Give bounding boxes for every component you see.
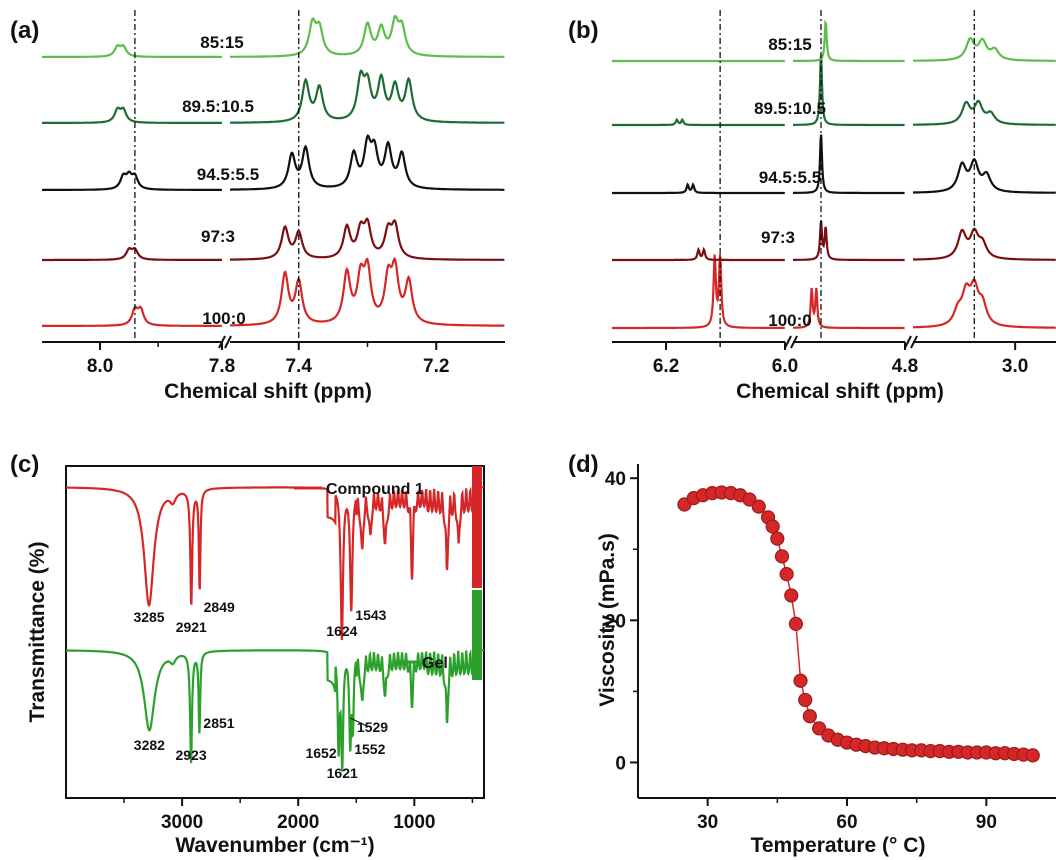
tick-label-a: 7.8 <box>209 356 235 377</box>
viscosity-point <box>802 709 817 724</box>
ratio-label-b: 97:3 <box>761 228 795 247</box>
spectrum-b-85-15 <box>793 19 905 63</box>
spectrum-a-97-3 <box>230 217 505 261</box>
panel-d-label: (d) <box>568 451 599 478</box>
peak-label: 2849 <box>204 599 235 615</box>
ratio-label-a: 89.5:10.5 <box>182 97 254 116</box>
panel-b-xlabel: Chemical shift (ppm) <box>736 380 944 403</box>
viscosity-point <box>812 721 827 736</box>
y-tick-label-d: 20 <box>605 611 626 632</box>
viscosity-point <box>793 673 808 688</box>
panel-d-xlabel: Temperature (° C) <box>751 834 926 857</box>
spectrum-a-89-5-10-5 <box>230 69 505 124</box>
y-tick-label-d: 40 <box>605 469 626 490</box>
spectrum-b-97-3 <box>612 246 785 262</box>
tick-label-a: 8.0 <box>87 356 113 377</box>
ratio-label-b: 100:0 <box>768 311 811 330</box>
x-tick-label-d: 90 <box>976 812 997 833</box>
x-tick-label-d: 60 <box>836 812 857 833</box>
peak-label: 3285 <box>133 609 164 625</box>
legend-compound-1-label: Compound 1 <box>326 481 424 498</box>
peak-label: 3282 <box>134 737 165 753</box>
peak-label: 1652 <box>305 745 336 761</box>
spectrum-b-89-5-10-5 <box>913 99 1056 126</box>
peak-label: 1552 <box>354 741 385 757</box>
viscosity-point <box>1025 748 1040 763</box>
legend-gel-label: Gel <box>422 655 448 672</box>
ratio-label-b: 85:15 <box>768 35 811 54</box>
spectrum-b-100-0 <box>913 278 1056 329</box>
panel-d-ylabel: Viscosity (mPa.s) <box>596 533 619 707</box>
viscosity-point <box>788 616 804 631</box>
spectrum-b-97-3 <box>793 220 905 262</box>
peak-label: 1624 <box>326 623 357 639</box>
viscosity-point <box>770 531 785 546</box>
peak-label: 2851 <box>203 715 234 731</box>
tick-label-c: 1000 <box>393 812 435 833</box>
spectrum-compound-1 <box>66 486 484 641</box>
spectrum-a-89-5-10-5 <box>42 106 222 124</box>
viscosity-point <box>779 567 794 582</box>
panel-d-viscosity: (d) 0 20 40 30 60 90 Temperature (° C) Viscos… <box>568 451 1056 857</box>
peak-label: 1621 <box>327 765 358 781</box>
peak-label: 2921 <box>176 619 207 635</box>
panel-a-xlabel: Chemical shift (ppm) <box>164 380 372 403</box>
viscosity-point <box>774 549 790 564</box>
ratio-label-b: 94.5:5.5 <box>759 168 821 187</box>
peak-label: 1529 <box>357 719 388 735</box>
spectrum-b-100-0 <box>792 287 905 330</box>
x-tick-label-d: 30 <box>697 812 718 833</box>
tick-label-b: 3.0 <box>1002 356 1028 377</box>
compound-1-edge-band <box>472 466 482 588</box>
y-tick-label-d: 0 <box>615 753 626 774</box>
spectrum-a-85-15 <box>230 14 505 58</box>
ratio-label-a: 97:3 <box>201 227 235 246</box>
viscosity-point <box>751 499 766 514</box>
spectrum-a-100-0 <box>42 305 222 327</box>
spectrum-a-94-5-5-5 <box>230 133 505 191</box>
viscosity-point <box>742 492 757 507</box>
viscosity-line <box>683 491 1033 757</box>
panel-b-label: (b) <box>568 17 599 44</box>
ratio-label-a: 94.5:5.5 <box>197 165 259 184</box>
tick-label-b: 4.8 <box>892 356 918 377</box>
ratio-label-a: 100:0 <box>202 309 245 328</box>
spectrum-b-89-5-10-5 <box>612 117 785 127</box>
panel-a-label: (a) <box>10 17 39 44</box>
viscosity-point <box>784 588 799 603</box>
tick-label-a: 7.4 <box>286 356 313 377</box>
spectrum-a-85-15 <box>42 43 222 59</box>
ratio-label-b: 89.5:10.5 <box>754 99 826 118</box>
tick-label-a: 7.2 <box>423 356 449 377</box>
spectrum-b-89-5-10-5 <box>793 54 905 127</box>
gel-edge-band <box>472 590 482 680</box>
spectrum-b-85-15 <box>913 36 1056 62</box>
tick-label-c: 3000 <box>161 812 203 833</box>
spectrum-b-97-3 <box>913 227 1056 261</box>
viscosity-point <box>798 692 813 708</box>
peak-label: 2923 <box>175 747 206 763</box>
panel-c-ylabel: Transmittance (%) <box>26 542 49 723</box>
panel-b-nmr-aliphatic: (b) 100:0 97:3 94.5:5.5 89.5:10.5 85:15 6.2 6… <box>568 10 1056 403</box>
spectrum-b-94-5-5-5 <box>612 182 785 195</box>
tick-label-b: 6.2 <box>653 356 679 377</box>
panel-c-frame <box>65 465 485 799</box>
spectrum-a-100-0 <box>230 256 505 327</box>
spectrum-a-94-5-5-5 <box>42 170 222 191</box>
spectrum-b-94-5-5-5 <box>793 134 905 195</box>
spectrum-b-94-5-5-5 <box>913 157 1056 194</box>
tick-label-b: 6.0 <box>772 356 798 377</box>
spectrum-a-97-3 <box>42 246 222 262</box>
panel-a-nmr-aromatic: (a) 100:0 97:3 94.5:5.5 89.5:10.5 85:15 8.0 7… <box>10 10 505 403</box>
panel-c-label: (c) <box>10 451 39 478</box>
tick-label-c: 2000 <box>277 812 319 833</box>
peak-leader-line <box>350 717 368 727</box>
viscosity-point <box>765 519 780 534</box>
peak-label: 1543 <box>355 607 386 623</box>
spectrum-b-100-0 <box>612 254 785 330</box>
panel-c-xlabel: Wavenumber (cm⁻¹) <box>175 834 374 857</box>
ratio-label-a: 85:15 <box>200 33 243 52</box>
